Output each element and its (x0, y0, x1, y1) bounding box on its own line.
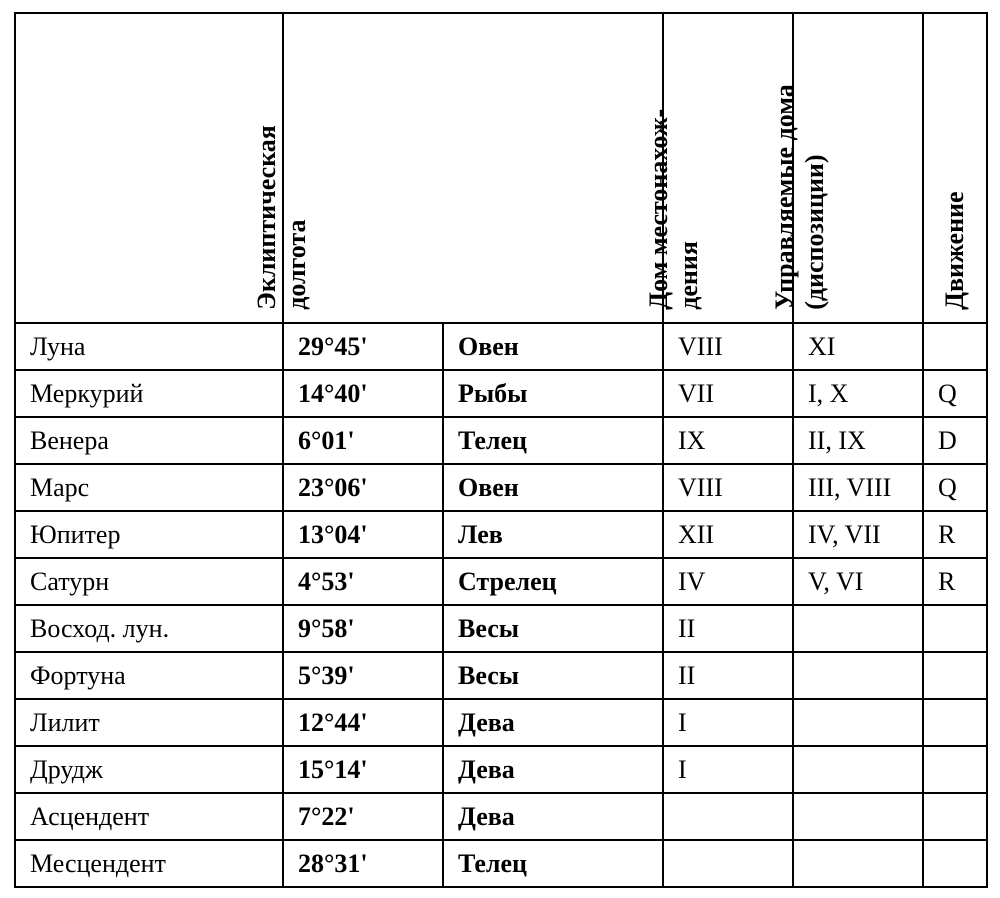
cell-movement (923, 840, 987, 887)
table-row: Сатурн 4°53' Стрелец IV V, VI R (15, 558, 987, 605)
table-row: Юпитер 13°04' Лев XII IV, VII R (15, 511, 987, 558)
cell-sign: Овен (443, 323, 663, 370)
cell-sign: Дева (443, 746, 663, 793)
cell-ruled-houses (793, 840, 923, 887)
table-row: Меркурий 14°40' Рыбы VII I, X Q (15, 370, 987, 417)
cell-house (663, 840, 793, 887)
cell-sign: Телец (443, 417, 663, 464)
cell-movement (923, 746, 987, 793)
astro-table: Эклиптическая долгота Дом местонахож- де… (14, 12, 988, 888)
cell-degree: 5°39' (283, 652, 443, 699)
header-label: (диспозиции) (800, 84, 830, 310)
cell-ruled-houses: IV, VII (793, 511, 923, 558)
header-label: долгота (282, 125, 312, 310)
cell-degree: 15°14' (283, 746, 443, 793)
header-ecliptic-longitude: Эклиптическая долгота (283, 13, 663, 323)
cell-degree: 14°40' (283, 370, 443, 417)
cell-movement: D (923, 417, 987, 464)
table-row: Асцендент 7°22' Дева (15, 793, 987, 840)
table-row: Луна 29°45' Овен VIII XI (15, 323, 987, 370)
cell-movement (923, 605, 987, 652)
cell-planet-name: Марс (15, 464, 283, 511)
cell-movement: R (923, 511, 987, 558)
cell-movement (923, 652, 987, 699)
header-movement: Движение (923, 13, 987, 323)
cell-movement (923, 793, 987, 840)
cell-house: VIII (663, 464, 793, 511)
table-row: Фортуна 5°39' Весы II (15, 652, 987, 699)
cell-ruled-houses: I, X (793, 370, 923, 417)
cell-degree: 7°22' (283, 793, 443, 840)
cell-movement (923, 699, 987, 746)
cell-degree: 29°45' (283, 323, 443, 370)
header-label: Движение (940, 192, 969, 310)
cell-planet-name: Сатурн (15, 558, 283, 605)
cell-house: XII (663, 511, 793, 558)
cell-planet-name: Восход. лун. (15, 605, 283, 652)
table-row: Восход. лун. 9°58' Весы II (15, 605, 987, 652)
page: Эклиптическая долгота Дом местонахож- де… (0, 0, 1000, 898)
cell-ruled-houses: III, VIII (793, 464, 923, 511)
table-body: Луна 29°45' Овен VIII XI Меркурий 14°40'… (15, 323, 987, 887)
cell-planet-name: Меркурий (15, 370, 283, 417)
header-label: дения (674, 109, 704, 310)
cell-degree: 6°01' (283, 417, 443, 464)
cell-house: IX (663, 417, 793, 464)
cell-degree: 9°58' (283, 605, 443, 652)
cell-movement: R (923, 558, 987, 605)
cell-ruled-houses: II, IX (793, 417, 923, 464)
cell-sign: Весы (443, 652, 663, 699)
cell-ruled-houses (793, 605, 923, 652)
cell-degree: 12°44' (283, 699, 443, 746)
header-blank (15, 13, 283, 323)
cell-ruled-houses (793, 793, 923, 840)
header-label: Дом местонахож- (644, 109, 673, 310)
cell-movement: Q (923, 464, 987, 511)
cell-ruled-houses (793, 652, 923, 699)
cell-degree: 28°31' (283, 840, 443, 887)
cell-planet-name: Фортуна (15, 652, 283, 699)
cell-sign: Телец (443, 840, 663, 887)
cell-ruled-houses: V, VI (793, 558, 923, 605)
cell-planet-name: Венера (15, 417, 283, 464)
cell-sign: Лев (443, 511, 663, 558)
cell-ruled-houses (793, 746, 923, 793)
cell-planet-name: Луна (15, 323, 283, 370)
cell-ruled-houses (793, 699, 923, 746)
cell-planet-name: Юпитер (15, 511, 283, 558)
cell-planet-name: Лилит (15, 699, 283, 746)
cell-ruled-houses: XI (793, 323, 923, 370)
cell-sign: Рыбы (443, 370, 663, 417)
cell-planet-name: Месцендент (15, 840, 283, 887)
cell-degree: 23°06' (283, 464, 443, 511)
cell-planet-name: Асцендент (15, 793, 283, 840)
cell-degree: 4°53' (283, 558, 443, 605)
header-ruled-houses: Управляемые дома (диспозиции) (793, 13, 923, 323)
table-row: Месцендент 28°31' Телец (15, 840, 987, 887)
table-row: Венера 6°01' Телец IX II, IX D (15, 417, 987, 464)
cell-house (663, 793, 793, 840)
table-row: Лилит 12°44' Дева I (15, 699, 987, 746)
cell-movement: Q (923, 370, 987, 417)
header-label: Управляемые дома (770, 84, 799, 310)
cell-sign: Дева (443, 699, 663, 746)
cell-house: II (663, 652, 793, 699)
header-row: Эклиптическая долгота Дом местонахож- де… (15, 13, 987, 323)
cell-house: I (663, 699, 793, 746)
cell-movement (923, 323, 987, 370)
cell-sign: Стрелец (443, 558, 663, 605)
cell-house: I (663, 746, 793, 793)
cell-house: II (663, 605, 793, 652)
table-row: Друдж 15°14' Дева I (15, 746, 987, 793)
cell-house: IV (663, 558, 793, 605)
cell-sign: Овен (443, 464, 663, 511)
cell-house: VII (663, 370, 793, 417)
cell-planet-name: Друдж (15, 746, 283, 793)
cell-sign: Весы (443, 605, 663, 652)
table-row: Марс 23°06' Овен VIII III, VIII Q (15, 464, 987, 511)
cell-sign: Дева (443, 793, 663, 840)
cell-degree: 13°04' (283, 511, 443, 558)
header-label: Эклиптическая (252, 125, 281, 310)
cell-house: VIII (663, 323, 793, 370)
